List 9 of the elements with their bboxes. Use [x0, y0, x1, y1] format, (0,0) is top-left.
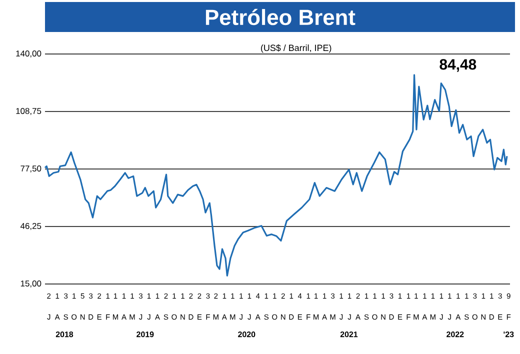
y-tick-label: 77,50	[20, 166, 42, 172]
chart-title: Petróleo Brent	[206, 8, 356, 26]
y-tick-label: 46,25	[20, 223, 42, 230]
y-tick-label: 108,75	[16, 108, 42, 115]
chart-subtitle: (US$ / Barril, IPE)	[261, 44, 332, 53]
annotation: 84,48	[440, 59, 476, 72]
line-series	[44, 74, 508, 277]
y-tick-label: 15,00	[20, 280, 42, 288]
y-tick-label: 140,00	[16, 50, 42, 58]
